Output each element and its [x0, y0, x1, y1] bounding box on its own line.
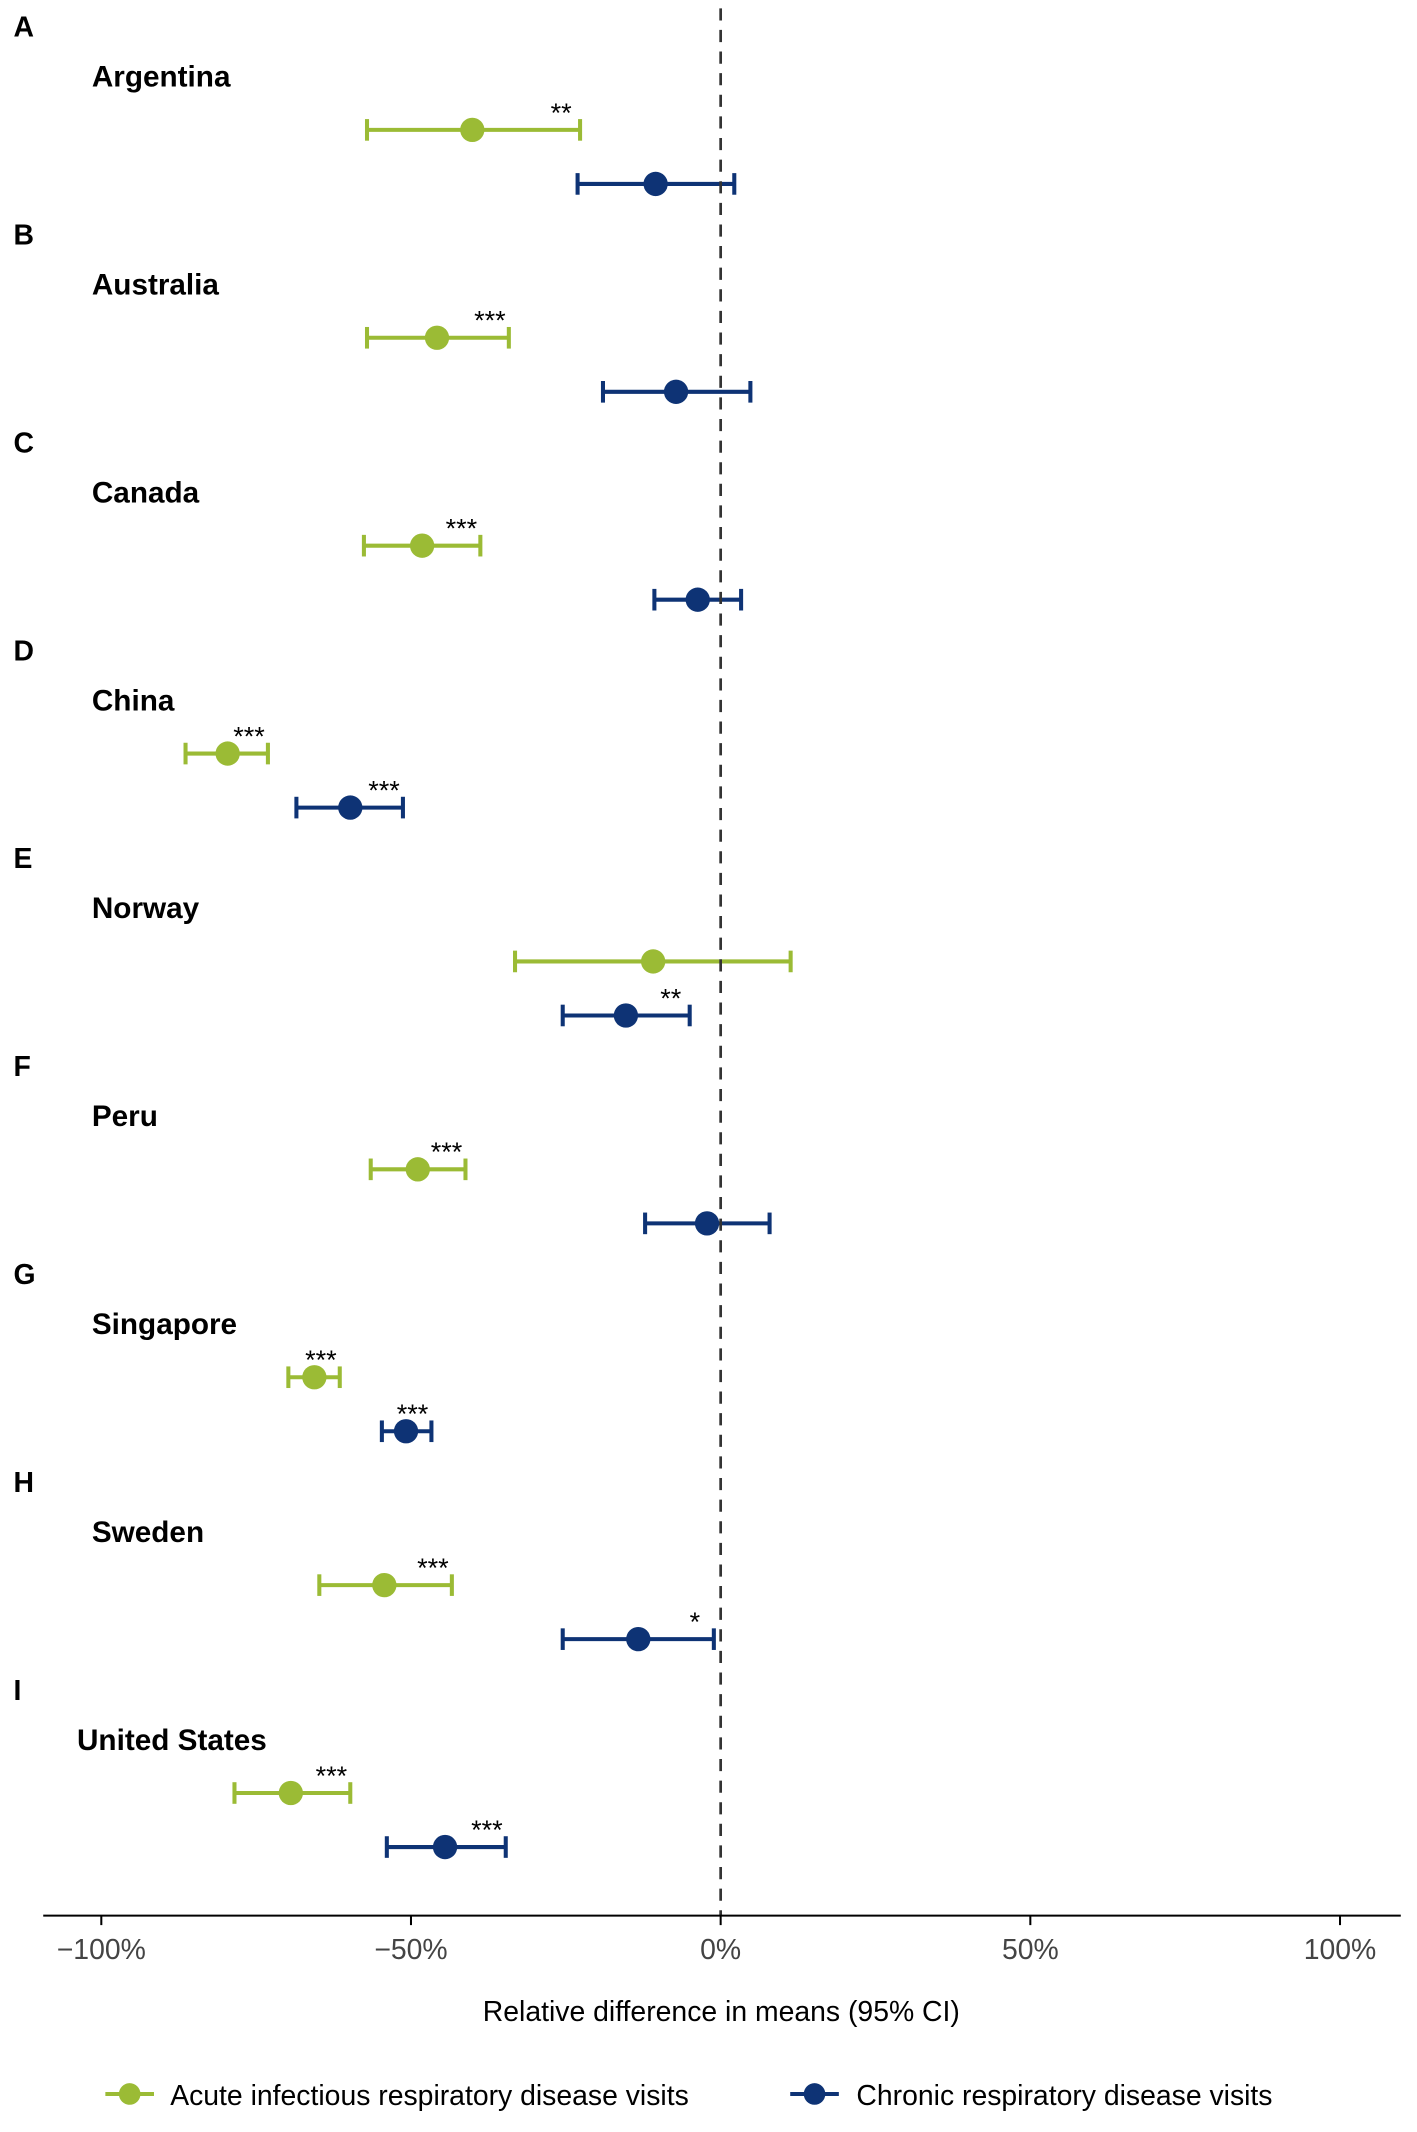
significance-stars: ***	[446, 514, 478, 544]
panel-norway: E Norway **	[14, 843, 793, 1028]
x-tick-label: 50%	[1002, 1934, 1059, 1966]
legend: Acute infectious respiratory disease vis…	[105, 2080, 1273, 2112]
estimate-chronic	[652, 587, 744, 612]
point-estimate	[643, 171, 668, 197]
legend-marker-chronic	[803, 2083, 826, 2105]
significance-stars: ***	[305, 1345, 337, 1375]
estimate-acute: **	[364, 98, 583, 143]
significance-stars: **	[660, 983, 682, 1013]
estimate-chronic: ***	[379, 1399, 434, 1444]
country-label: United States	[77, 1724, 267, 1757]
country-label: Australia	[92, 269, 220, 302]
x-tick-label: 100%	[1304, 1934, 1377, 1966]
significance-stars: ***	[474, 306, 506, 336]
country-label: Singapore	[92, 1308, 237, 1341]
country-label: Argentina	[92, 61, 231, 94]
point-estimate	[694, 1211, 720, 1236]
estimate-acute: ***	[286, 1345, 342, 1390]
point-estimate	[663, 379, 689, 404]
point-estimate	[432, 1834, 458, 1860]
estimate-acute: ***	[232, 1761, 353, 1806]
point-estimate	[613, 1003, 639, 1028]
panel-singapore: G Singapore *** ***	[14, 1259, 434, 1444]
panel-letter: A	[14, 12, 34, 44]
estimate-chronic: ***	[384, 1815, 508, 1860]
point-estimate	[393, 1419, 419, 1444]
point-estimate	[215, 741, 240, 766]
significance-stars: *	[690, 1607, 701, 1637]
significance-stars: **	[551, 98, 573, 128]
point-estimate	[405, 1157, 430, 1182]
estimate-acute: ***	[361, 514, 483, 558]
significance-stars: ***	[471, 1815, 503, 1845]
panel-letter: E	[14, 843, 33, 875]
legend-label-chronic: Chronic respiratory disease visits	[856, 2080, 1272, 2112]
legend-item-chronic: Chronic respiratory disease visits	[790, 2080, 1273, 2112]
point-estimate	[685, 587, 710, 612]
point-estimate	[302, 1365, 327, 1390]
legend-item-acute: Acute infectious respiratory disease vis…	[105, 2080, 689, 2112]
significance-stars: ***	[368, 775, 400, 805]
panel-peru: F Peru ***	[14, 1051, 772, 1236]
x-axis: −100% −50% 0% 50% 100%	[43, 1914, 1401, 1966]
country-label: Canada	[92, 476, 200, 509]
significance-stars: ***	[316, 1761, 348, 1791]
estimate-acute	[513, 949, 793, 974]
estimate-chronic	[643, 1211, 772, 1236]
legend-marker-acute	[118, 2083, 141, 2105]
x-tick-label: −100%	[57, 1934, 146, 1966]
estimate-acute: ***	[364, 306, 511, 350]
panel-argentina: A Argentina **	[14, 12, 737, 197]
estimate-chronic	[600, 379, 753, 404]
panel-united-states: I United States *** ***	[14, 1675, 508, 1860]
x-tick-label: −50%	[374, 1934, 447, 1966]
x-tick-label: 0%	[700, 1934, 741, 1966]
estimate-acute: ***	[317, 1553, 454, 1598]
significance-stars: ***	[431, 1137, 463, 1167]
panel-letter: C	[14, 427, 34, 459]
point-estimate	[409, 533, 435, 558]
point-estimate	[424, 325, 450, 350]
country-label: Sweden	[92, 1516, 204, 1549]
point-estimate	[626, 1626, 651, 1652]
panel-letter: D	[14, 635, 34, 667]
country-label: China	[92, 684, 175, 717]
panel-letter: G	[14, 1259, 36, 1291]
panel-letter: I	[14, 1675, 22, 1707]
estimate-chronic	[575, 171, 737, 197]
significance-stars: ***	[233, 721, 265, 751]
legend-label-acute: Acute infectious respiratory disease vis…	[170, 2080, 689, 2112]
panels: AArgentina**BAustralia***CCanada***DChin…	[14, 12, 793, 1860]
panel-letter: B	[14, 220, 34, 252]
point-estimate	[640, 949, 666, 974]
country-label: Peru	[92, 1100, 158, 1133]
point-estimate	[460, 117, 485, 143]
point-estimate	[278, 1780, 303, 1806]
x-axis-label: Relative difference in means (95% CI)	[483, 1996, 960, 2028]
panel-china: D China *** ***	[14, 635, 405, 820]
panel-australia: B Australia ***	[14, 220, 753, 404]
estimate-acute: ***	[368, 1137, 468, 1182]
estimate-chronic: *	[560, 1607, 716, 1652]
panel-letter: F	[14, 1051, 31, 1083]
point-estimate	[372, 1572, 397, 1598]
estimate-chronic: ***	[294, 775, 405, 820]
significance-stars: ***	[397, 1399, 429, 1429]
estimate-chronic: **	[560, 983, 692, 1028]
significance-stars: ***	[417, 1553, 449, 1583]
country-label: Norway	[92, 892, 200, 925]
estimate-acute: ***	[183, 721, 270, 766]
panel-letter: H	[14, 1467, 34, 1499]
point-estimate	[338, 795, 363, 820]
panel-canada: C Canada ***	[14, 427, 744, 612]
